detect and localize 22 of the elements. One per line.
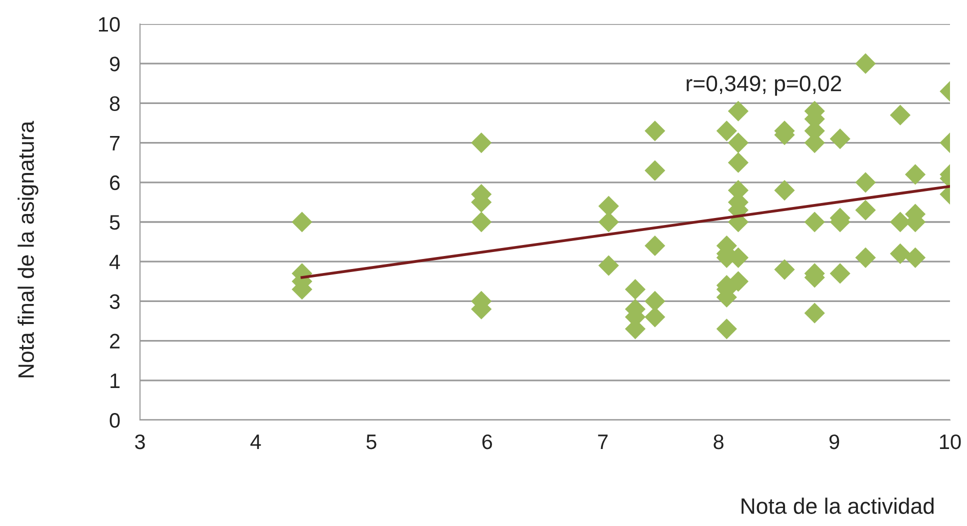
y-tick-label: 9 [110,56,120,72]
x-tick-label: 8 [714,434,724,450]
x-tick-label: 3 [135,434,145,450]
y-tick-label: 2 [110,334,120,348]
y-tick-label: 3 [110,294,120,309]
y-tick-label: 10 [98,17,120,32]
y-tick-label: 6 [110,175,120,190]
annotation: r=0,349; p=0,02 [686,76,842,96]
x-axis-title: Nota de la actividad [742,498,934,514]
x-tick-label: 10 [940,434,961,450]
x-tick-label: 6 [482,434,492,450]
x-tick-label: 4 [250,434,261,449]
y-axis-title: Nota final de la asignatura [18,120,38,378]
y-tick-label: 5 [110,215,120,230]
y-tick-label: 7 [110,136,120,150]
x-tick-label: 9 [829,434,840,450]
y-tick-label: 1 [110,374,120,388]
y-tick-label: 0 [110,413,120,428]
x-tick-label: 7 [598,434,608,449]
x-tick-label: 5 [366,434,376,450]
y-tick-label: 8 [110,96,120,111]
y-tick-label: 4 [109,254,120,270]
